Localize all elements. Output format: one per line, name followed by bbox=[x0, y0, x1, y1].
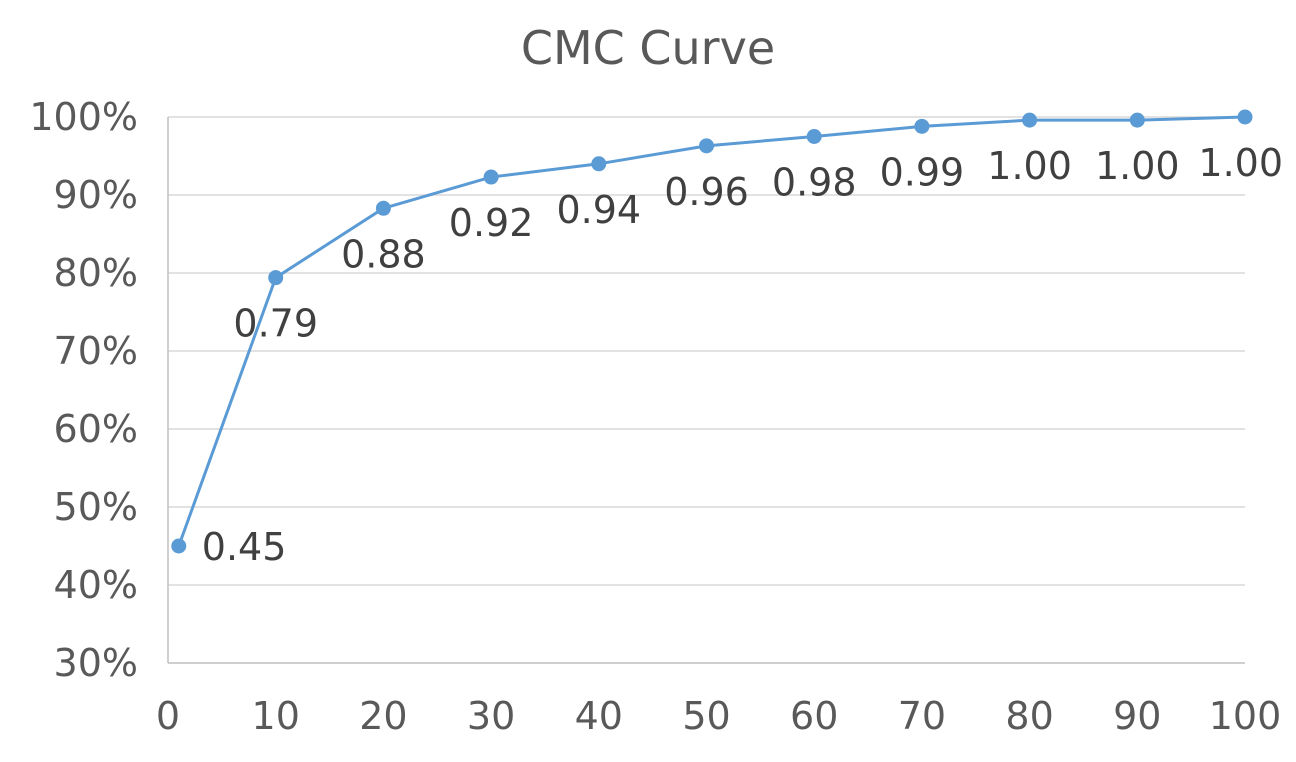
y-axis-tick-labels: 30% 40% 50% 60% 70% 80% 90% 100% bbox=[29, 95, 138, 685]
data-point bbox=[483, 169, 499, 185]
x-tick-label: 10 bbox=[252, 694, 300, 738]
data-label: 0.98 bbox=[772, 161, 857, 205]
y-tick-label: 50% bbox=[54, 485, 138, 529]
data-point bbox=[699, 138, 714, 154]
chart-title: CMC Curve bbox=[521, 21, 775, 75]
x-tick-label: 0 bbox=[156, 694, 180, 738]
y-tick-label: 80% bbox=[54, 251, 138, 295]
data-label: 1.00 bbox=[1095, 144, 1180, 188]
data-label: 0.99 bbox=[880, 150, 965, 194]
y-tick-label: 100% bbox=[29, 95, 138, 139]
x-tick-label: 100 bbox=[1209, 694, 1282, 738]
x-axis-tick-labels: 0 10 20 30 40 50 60 70 80 90 100 bbox=[156, 694, 1281, 738]
series-cmc bbox=[171, 109, 1253, 554]
data-labels: 0.45 0.79 0.88 0.92 0.94 0.96 0.98 0.99 1.00 1.00… bbox=[202, 141, 1283, 569]
y-tick-label: 90% bbox=[54, 173, 138, 217]
data-point bbox=[591, 156, 607, 172]
data-label: 1.00 bbox=[1198, 141, 1283, 185]
axes bbox=[167, 117, 1245, 664]
data-label: 1.00 bbox=[987, 144, 1072, 188]
data-label: 0.45 bbox=[202, 525, 287, 569]
data-point bbox=[268, 270, 284, 286]
x-tick-label: 80 bbox=[1005, 694, 1053, 738]
data-point bbox=[1129, 112, 1145, 128]
y-tick-label: 70% bbox=[54, 329, 138, 373]
x-tick-label: 40 bbox=[575, 694, 623, 738]
data-point bbox=[171, 538, 187, 554]
data-label: 0.94 bbox=[556, 188, 641, 232]
y-tick-label: 60% bbox=[54, 407, 138, 451]
data-label: 0.92 bbox=[449, 201, 534, 245]
y-tick-label: 30% bbox=[54, 641, 138, 685]
data-point bbox=[914, 118, 930, 134]
data-label: 0.96 bbox=[664, 170, 749, 214]
data-label: 0.79 bbox=[233, 302, 318, 346]
y-tick-label: 40% bbox=[54, 563, 138, 607]
x-tick-label: 70 bbox=[898, 694, 946, 738]
data-point bbox=[375, 200, 391, 216]
x-tick-label: 30 bbox=[467, 694, 515, 738]
x-tick-label: 50 bbox=[682, 694, 730, 738]
x-tick-label: 60 bbox=[790, 694, 838, 738]
data-point bbox=[1022, 112, 1038, 128]
x-tick-label: 90 bbox=[1113, 694, 1161, 738]
data-label: 0.88 bbox=[341, 232, 426, 276]
gridlines bbox=[168, 116, 1245, 586]
data-point bbox=[806, 129, 822, 144]
data-point bbox=[1237, 109, 1253, 125]
x-tick-label: 20 bbox=[359, 694, 407, 738]
